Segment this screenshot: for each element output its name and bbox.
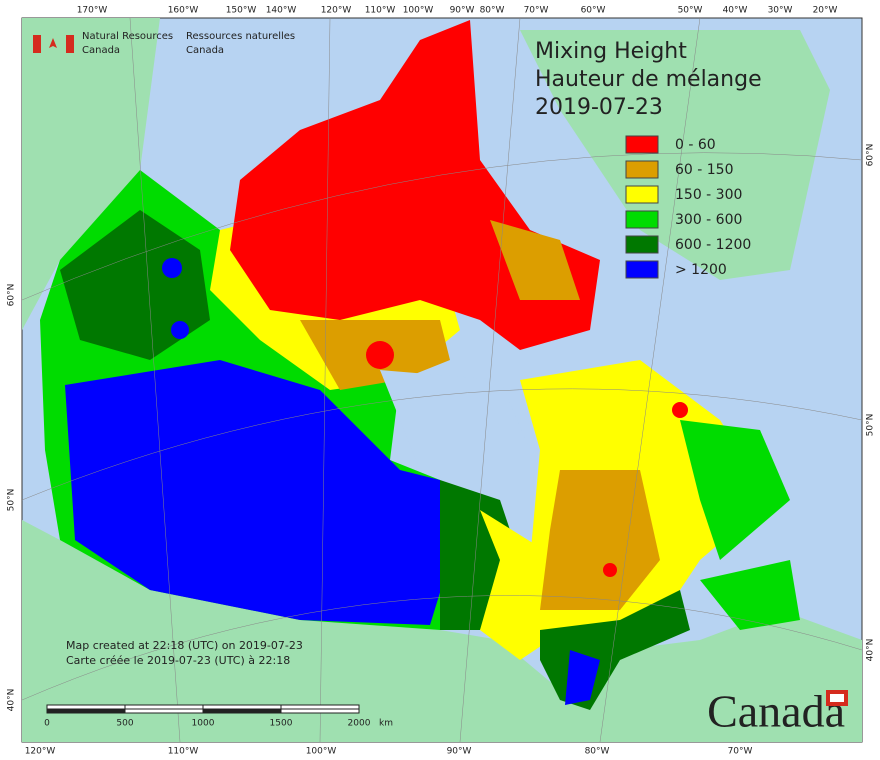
flag-bar (33, 35, 41, 53)
hotspot (366, 341, 394, 369)
left-tick-label: 60°N (7, 284, 17, 307)
agency-fr: Ressources naturelles (186, 31, 295, 42)
top-tick-label: 60°W (581, 6, 606, 16)
agency-en: Canada (82, 45, 120, 56)
scale-segment (124, 708, 204, 714)
map-title: Mixing Height (535, 39, 687, 64)
scale-unit: km (379, 719, 393, 729)
top-tick-label: 100°W (403, 6, 434, 16)
great-lakes-blue (565, 650, 600, 705)
top-tick-label: 70°W (524, 6, 549, 16)
top-tick-label: 150°W (226, 6, 257, 16)
top-tick-label: 80°W (480, 6, 505, 16)
note: Map created at 22:18 (UTC) on 2019-07-23 (66, 639, 303, 652)
hotspot (162, 258, 182, 278)
legend-label: > 1200 (675, 262, 727, 278)
note: Carte créée le 2019-07-23 (UTC) à 22:18 (66, 654, 290, 667)
top-tick-label: 170°W (77, 6, 108, 16)
top-tick-label: 140°W (266, 6, 297, 16)
graticule (21, 17, 863, 743)
wordmark-flag (826, 690, 848, 706)
legend-swatch (625, 185, 659, 204)
map-title: Hauteur de mélange (535, 67, 762, 92)
scale-segment (202, 704, 282, 710)
scale-segment (46, 708, 126, 714)
bottom-tick-label: 110°W (168, 747, 199, 757)
legend-swatch (625, 260, 659, 279)
bottom-tick-label: 70°W (728, 747, 753, 757)
legend-swatch (625, 160, 659, 179)
right-tick-label: 40°N (866, 639, 876, 662)
bottom-tick-label: 120°W (25, 747, 56, 757)
scale-label: 1000 (192, 719, 215, 729)
scale-label: 2000 (348, 719, 371, 729)
left-tick-label: 50°N (7, 489, 17, 512)
scale-segment (46, 704, 126, 710)
map-date: 2019-07-23 (535, 95, 663, 120)
scale-bar: 0 500 1000 1500 2000 km (44, 704, 393, 729)
top-tick-label: 120°W (321, 6, 352, 16)
greenland (520, 30, 830, 280)
scale-label: 500 (116, 719, 133, 729)
scale-label: 1500 (270, 719, 293, 729)
top-tick-label: 20°W (813, 6, 838, 16)
top-tick-label: 160°W (168, 6, 199, 16)
right-tick-label: 60°N (866, 144, 876, 167)
bottom-tick-label: 80°W (585, 747, 610, 757)
hotspot (171, 321, 189, 339)
tick-labels: 170°W 160°W 150°W 140°W 120°W 110°W 100°W 90°W 8… (7, 6, 876, 757)
left-tick-label: 40°N (7, 689, 17, 712)
legend-label: 150 - 300 (675, 187, 742, 203)
prairies (65, 360, 450, 625)
legend-label: 0 - 60 (675, 137, 716, 153)
maritimes (700, 560, 800, 630)
north-bc (60, 210, 210, 360)
scale-segment (280, 704, 360, 710)
scale-segment (280, 708, 360, 714)
legend: 0 - 60 60 - 150 150 - 300 300 - 600 600 - 12… (625, 135, 751, 279)
flag-bar (66, 35, 74, 53)
top-tick-label: 30°W (768, 6, 793, 16)
hotspot (672, 402, 688, 418)
baffin-orange (490, 220, 580, 300)
scale-segment (202, 708, 282, 714)
scale-segment (124, 704, 204, 710)
top-tick-label: 90°W (450, 6, 475, 16)
top-tick-label: 50°W (678, 6, 703, 16)
wordmark: Canada (707, 686, 845, 737)
quebec-core (540, 470, 660, 610)
labrador (680, 420, 790, 560)
hotspot (603, 563, 617, 577)
usa (22, 520, 862, 742)
alaska (22, 18, 160, 330)
scale-label: 0 (44, 719, 50, 729)
legend-label: 60 - 150 (675, 162, 734, 178)
legend-label: 600 - 1200 (675, 237, 751, 253)
top-tick-label: 110°W (365, 6, 396, 16)
arctic-islands (230, 20, 600, 350)
agency-en: Natural Resources (82, 31, 173, 42)
legend-swatch (625, 135, 659, 154)
bottom-tick-label: 90°W (447, 747, 472, 757)
legend-swatch (625, 210, 659, 229)
agency-fr: Canada (186, 45, 224, 56)
maple-leaf (49, 38, 57, 48)
bottom-tick-label: 100°W (306, 747, 337, 757)
legend-label: 300 - 600 (675, 212, 742, 228)
right-tick-label: 50°N (866, 414, 876, 437)
legend-swatch (625, 235, 659, 254)
top-tick-label: 40°W (723, 6, 748, 16)
